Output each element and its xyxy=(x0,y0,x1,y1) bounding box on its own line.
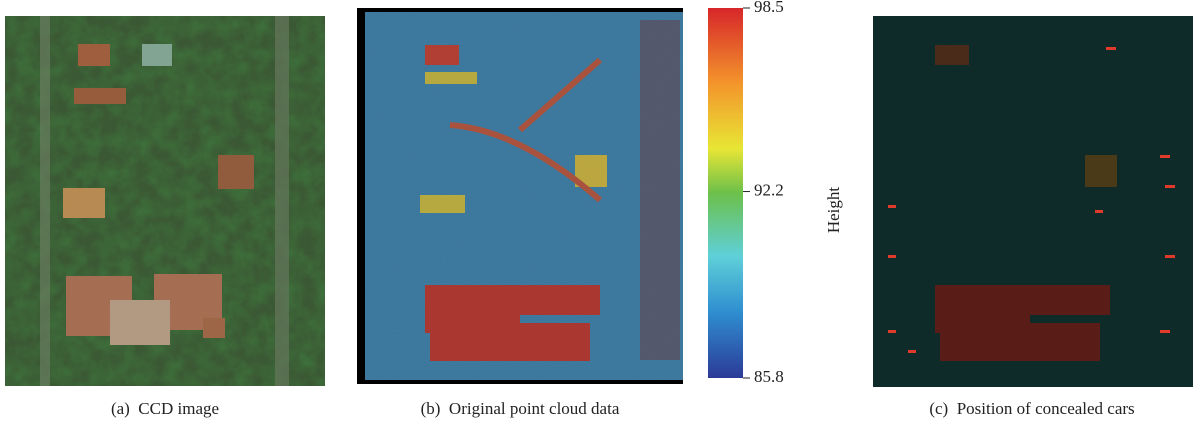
panel-caption: (a) CCD image xyxy=(111,399,219,418)
figure: Height (a) CCD image (b) Original point c… xyxy=(0,0,1197,432)
panel-caption: (b) Original point cloud data xyxy=(421,399,620,418)
colorbar xyxy=(708,8,743,378)
panel-caption: (c) Position of concealed cars xyxy=(929,399,1134,418)
colorbar-label: Height xyxy=(824,187,843,234)
colorbar-tick-label: 85.8 xyxy=(754,367,784,386)
concealed-cars-image xyxy=(873,16,1193,387)
colorbar-tick-label: 92.2 xyxy=(754,180,784,199)
point-cloud-image xyxy=(357,8,683,384)
ccd-image xyxy=(5,16,325,386)
colorbar-tick-label: 98.5 xyxy=(754,0,784,16)
